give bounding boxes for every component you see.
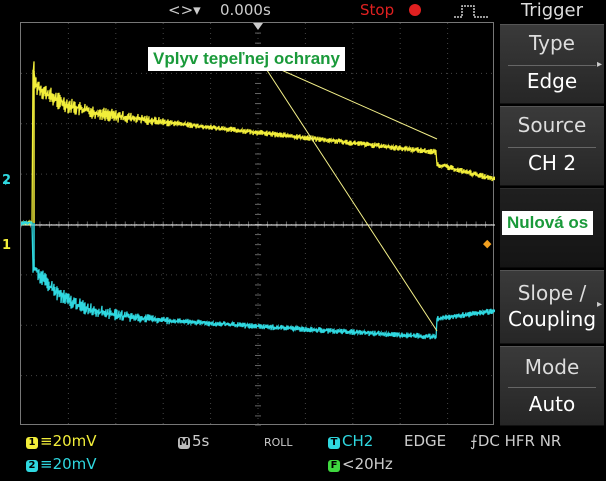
run-state[interactable]: Stop (360, 1, 395, 19)
ch1-badge: 1 (26, 437, 38, 449)
submenu-arrow-icon: ▸ (596, 299, 602, 310)
separator (508, 387, 596, 388)
ch2-trace (21, 219, 495, 340)
type-value: Edge (526, 69, 578, 93)
stop-indicator-icon (409, 4, 421, 16)
top-status-bar: <>▾ 0.000s Stop (0, 0, 500, 20)
bottom-status-bar: 1 ≡20mV 2 ≡20mV M 5s ROLL T CH2 EDGE ⨍DC HFR… (0, 428, 606, 481)
ch2-waveform (21, 219, 495, 340)
ch2-marker[interactable]: 2 (2, 173, 12, 188)
time-offset: 0.000s (220, 1, 271, 19)
trigger-type: EDGE (404, 432, 447, 450)
source-label: Source (517, 113, 587, 137)
filter-readout[interactable]: F <20Hz (328, 455, 393, 473)
menu-title: Trigger (520, 0, 584, 21)
timebase-badge: M (178, 437, 190, 449)
ch2-scale-readout[interactable]: 2 ≡20mV (26, 455, 97, 473)
trigger-source-readout[interactable]: T CH2 (328, 432, 373, 450)
menu-source[interactable]: Source CH 2 (500, 106, 604, 186)
mode-label: Mode (524, 355, 580, 379)
separator (508, 65, 596, 66)
slope-label: Slope / (517, 281, 587, 305)
ch1-marker[interactable]: 1 (2, 238, 12, 253)
filter-badge: F (328, 460, 340, 472)
annotation-line-ch2 (260, 60, 438, 332)
submenu-arrow-icon: ▸ (596, 59, 602, 70)
graticule[interactable] (20, 22, 495, 426)
timebase-readout[interactable]: M 5s (178, 432, 209, 450)
trigger-level-marker-icon: ◆ (483, 237, 492, 250)
annotation-thermal-protection: Vplyv tepeľnej ochrany (148, 47, 345, 71)
mode-value: Auto (528, 392, 576, 416)
ch2-badge: 2 (26, 460, 38, 472)
waveform-display (21, 23, 495, 426)
ch1-trace (21, 61, 495, 227)
ch1-waveform (21, 61, 495, 227)
trigger-coupling: ⨍DC HFR NR (470, 432, 562, 450)
roll-mode: ROLL (264, 436, 293, 449)
ch1-scale-readout[interactable]: 1 ≡20mV (26, 432, 97, 450)
ch2-marker-arrow-icon: ▸ (5, 178, 10, 188)
annotation-line-ch1 (260, 60, 438, 140)
coupling-label: Coupling (507, 307, 597, 331)
menu-type[interactable]: Type Edge ▸ (500, 24, 604, 104)
annotation-lines (260, 60, 438, 332)
menu-slope-coupling[interactable]: Slope / Coupling ▸ (500, 270, 604, 344)
grid-lines (21, 23, 495, 426)
time-arrows-icon: <>▾ (168, 1, 201, 19)
filter: <20Hz (342, 455, 393, 473)
source-value: CH 2 (527, 151, 577, 175)
trigger-source: CH2 (342, 432, 374, 450)
annotation-zero-axis: Nulová os (502, 211, 594, 235)
separator (508, 147, 596, 148)
ch1-scale: ≡20mV (40, 432, 97, 450)
timebase: 5s (192, 432, 210, 450)
trigger-edge-icon (454, 5, 488, 18)
ch2-scale: ≡20mV (40, 455, 97, 473)
type-label: Type (529, 31, 575, 55)
trigger-position-marker (253, 23, 263, 30)
trigger-badge: T (328, 437, 340, 449)
menu-mode[interactable]: Mode Auto (500, 346, 604, 426)
